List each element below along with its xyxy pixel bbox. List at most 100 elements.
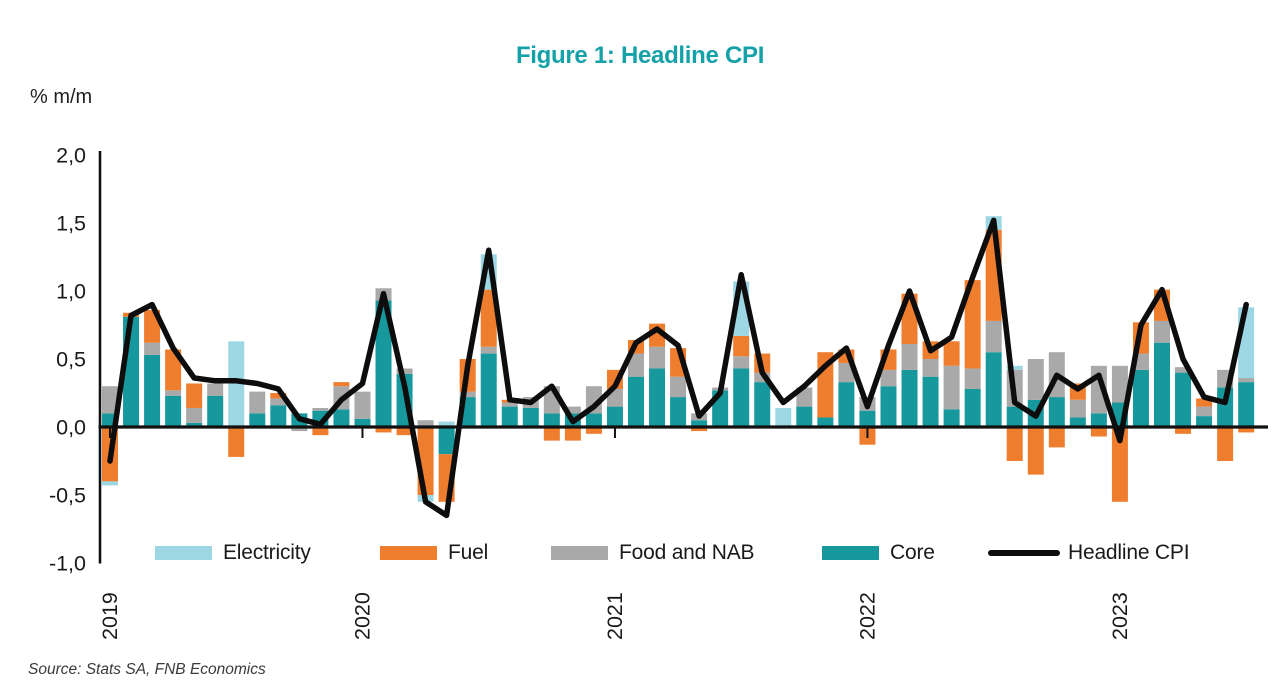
- bar-segment-fuel: [543, 427, 560, 441]
- year-label: 2022: [855, 592, 879, 640]
- bar-segment-food_nab: [459, 391, 476, 398]
- bar-segment-fuel: [228, 427, 245, 457]
- bar-segment-food_nab: [249, 391, 266, 414]
- bar-segment-core: [901, 369, 918, 427]
- bar-segment-fuel: [375, 427, 392, 433]
- core-swatch-icon: [822, 546, 879, 560]
- bar-segment-core: [1006, 406, 1023, 427]
- bar-segment-core: [1238, 382, 1255, 427]
- bar-segment-food_nab: [207, 383, 224, 396]
- bar-segment-food_nab: [964, 368, 981, 389]
- bar-segment-fuel: [396, 427, 413, 436]
- bar-segment-food_nab: [270, 398, 287, 406]
- legend-label: Electricity: [223, 541, 311, 564]
- legend-label: Core: [890, 541, 935, 564]
- year-label: 2023: [1108, 592, 1132, 640]
- bar-segment-food_nab: [1238, 378, 1255, 383]
- headline-cpi-line: [107, 217, 1249, 519]
- bar-segment-fuel: [1217, 427, 1234, 461]
- year-label: 2019: [98, 592, 122, 640]
- bar-segment-food_nab: [312, 407, 329, 411]
- bar-segment-core: [1196, 416, 1213, 427]
- bar-segment-core: [543, 413, 560, 427]
- bar-segment-core: [333, 409, 350, 427]
- bar-segment-food_nab: [102, 386, 118, 414]
- bar-segment-fuel: [480, 289, 497, 347]
- bar-segment-core: [964, 388, 981, 427]
- bar-segment-fuel: [1196, 398, 1213, 407]
- bar-segment-food_nab: [838, 363, 855, 383]
- bar-segment-core: [270, 405, 287, 427]
- bar-segment-food_nab: [186, 407, 203, 423]
- legend-item-core: Core: [822, 540, 935, 566]
- bar-segment-core: [691, 420, 708, 427]
- legend-item-fuel: Fuel: [380, 540, 488, 566]
- electricity-swatch-icon: [155, 546, 212, 560]
- bar-segment-core: [522, 407, 539, 427]
- bar-segment-food_nab: [291, 427, 308, 432]
- bar-segment-core: [796, 406, 813, 427]
- bar-segment-core: [354, 418, 371, 427]
- bar-segment-core: [943, 409, 960, 427]
- bar-segment-food_nab: [1069, 399, 1086, 418]
- legend-label: Headline CPI: [1068, 541, 1190, 564]
- y-tick-label: -0,5: [49, 484, 86, 508]
- bar-segment-food_nab: [733, 356, 750, 369]
- bar-segment-core: [249, 413, 266, 427]
- bar-segment-food_nab: [880, 369, 897, 387]
- bar-segment-electricity: [775, 407, 792, 427]
- bar-segment-electricity: [1006, 365, 1023, 370]
- bar-segment-fuel: [943, 341, 960, 366]
- bar-segment-electricity: [228, 341, 245, 427]
- bar-segment-core: [186, 422, 203, 427]
- bar-segment-core: [817, 417, 834, 427]
- source-note: Source: Stats SA, FNB Economics: [28, 661, 266, 678]
- y-tick-label: 0,0: [56, 416, 86, 440]
- bar-segment-food_nab: [396, 368, 413, 374]
- fuel-swatch-icon: [380, 546, 437, 560]
- bar-segment-fuel: [964, 280, 981, 369]
- bar-segment-core: [480, 353, 497, 427]
- legend-label: Food and NAB: [619, 541, 755, 564]
- bar-segment-core: [922, 376, 939, 427]
- bar-segment-food_nab: [354, 391, 371, 419]
- bar-segment-core: [838, 382, 855, 427]
- y-tick-label: 0,5: [56, 348, 86, 372]
- bar-segment-core: [670, 397, 687, 427]
- bar-segment-fuel: [733, 335, 750, 357]
- bar-segment-food_nab: [922, 359, 939, 377]
- bar-segment-fuel: [186, 383, 203, 408]
- bar-segment-core: [606, 406, 623, 427]
- bar-segment-food_nab: [985, 320, 1002, 353]
- bar-segment-food_nab: [901, 344, 918, 370]
- bar-segment-electricity: [438, 421, 455, 427]
- bar-segment-core: [628, 376, 644, 427]
- food-nab-swatch-icon: [551, 546, 608, 560]
- bar-segment-core: [501, 406, 518, 427]
- bar-segment-core: [1048, 397, 1065, 427]
- bar-segment-core: [754, 382, 771, 427]
- y-tick-label: 1,0: [56, 280, 86, 304]
- bar-segment-food_nab: [649, 346, 666, 369]
- legend-label: Fuel: [448, 541, 489, 564]
- bar-segment-core: [733, 368, 750, 427]
- year-label: 2021: [603, 592, 627, 640]
- bar-segment-core: [207, 395, 224, 427]
- legend-item-headline-cpi: Headline CPI: [988, 540, 1190, 566]
- year-label: 2020: [350, 592, 374, 640]
- bar-segment-fuel: [270, 393, 287, 399]
- bar-segment-core: [165, 395, 182, 427]
- bar-segment-core: [375, 300, 392, 427]
- bar-segment-core: [1154, 342, 1170, 427]
- bar-segment-core: [649, 368, 666, 427]
- bar-segment-food_nab: [144, 342, 161, 355]
- bar-segment-food_nab: [165, 390, 182, 396]
- bar-segment-fuel: [1111, 427, 1128, 502]
- bar-segment-fuel: [312, 427, 329, 436]
- bar-segment-food_nab: [480, 346, 497, 354]
- bar-segment-fuel: [1027, 427, 1044, 475]
- legend-item-food-nab: Food and NAB: [551, 540, 755, 566]
- bar-segment-core: [880, 386, 897, 427]
- bar-segment-fuel: [1006, 427, 1023, 461]
